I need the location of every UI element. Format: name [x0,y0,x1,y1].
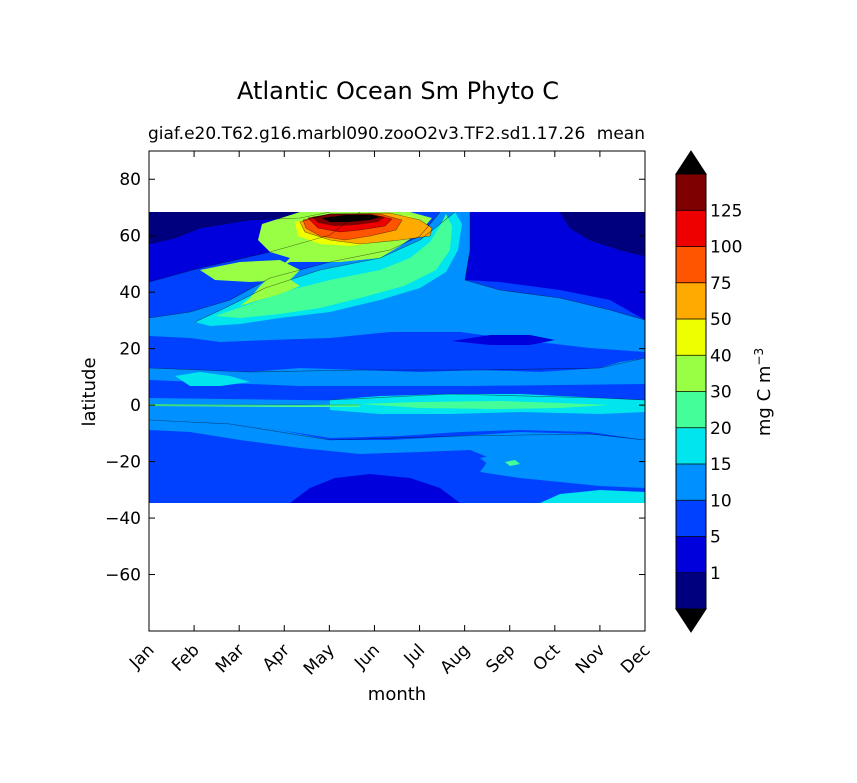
region-north-1-5-late [465,212,645,320]
colorbar-tick-label: 1 [710,564,721,584]
colorbar-tick-label: 40 [710,346,732,366]
colorbar-tick-label: 100 [710,238,742,258]
chart-subtitle-right: mean [597,124,645,144]
y-tick-label: 20 [119,340,141,360]
x-tick-label: Mar [212,640,249,677]
chart-title: Atlantic Ocean Sm Phyto C [237,77,559,105]
region-south-10-15-b [480,450,625,478]
region-south-speck [505,460,520,466]
region-tropical-15-20 [175,372,250,386]
region-high-lat-under-1 [149,212,330,244]
contour-field [149,211,645,503]
colorbar-swatch [676,210,706,247]
region-subtrop-1-5 [452,335,555,345]
colorbar-swatch [676,464,706,501]
x-axis-label: month [368,684,426,705]
colorbar-swatch [676,427,706,465]
colorbar-tick-label: 30 [710,383,732,403]
y-tick-label: −60 [105,566,141,586]
x-tick-label: Dec [617,640,654,677]
region-mid-20-30 [215,214,452,318]
colorbar-swatch [676,500,706,537]
region-equator-20-30 [360,401,610,409]
region-south-1-5 [290,474,460,503]
x-tick-label: Apr [259,640,294,675]
colorbar-swatch [676,355,706,392]
colorbar-label: mg C m−3 [752,348,775,436]
y-tick-label: 80 [119,170,141,190]
y-tick-label: −20 [105,453,141,473]
colorbar-tick-label: 50 [710,310,732,330]
colorbar-swatch [676,246,706,284]
region-south-15-20 [540,490,645,503]
y-tick-label: 40 [119,283,141,303]
colorbar-swatch [676,282,706,320]
chart-subtitle-left: giaf.e20.T62.g16.marbl090.zooO2v3.TF2.sd… [148,124,585,144]
colorbar-swatch [676,319,706,356]
x-tick-label: Feb [168,640,203,675]
y-tick-label: 60 [119,227,141,247]
plot-frame [148,150,646,632]
x-tick-label: Aug [437,640,475,678]
contour-lines [149,211,645,441]
colorbar-swatch [676,174,706,211]
y-axis: 80 60 40 20 0 −20 −40 −60 [105,170,645,586]
colorbar-extend-min [675,608,707,633]
colorbar-extend-max [675,150,707,175]
x-tick-label: Jun [350,640,384,674]
x-tick-label: Sep [482,640,519,677]
y-axis-label: latitude [79,357,100,426]
colorbar-swatch [676,391,706,429]
x-tick-label: Oct [529,640,564,675]
x-tick-label: Nov [572,640,610,678]
region-peak-black [322,215,380,222]
region-south-5-10 [149,430,645,503]
colorbar-tick-label: 5 [710,528,721,548]
region-high-lat-under-1-late [560,212,645,256]
y-tick-label: 0 [130,396,141,416]
x-tick-label: Jan [125,640,158,673]
colorbar-tick-label: 75 [710,274,732,294]
colorbar-tick-label: 15 [710,455,732,475]
y-tick-label: −40 [105,509,141,529]
colorbar-tick-label: 10 [710,491,732,511]
x-tick-label: Jul [400,640,429,669]
colorbar-tick-label: 20 [710,419,732,439]
x-tick-label: May [300,640,339,679]
colorbar-swatch [676,536,706,574]
colorbar-tick-label: 125 [710,201,742,221]
colorbar-swatch [676,572,706,610]
